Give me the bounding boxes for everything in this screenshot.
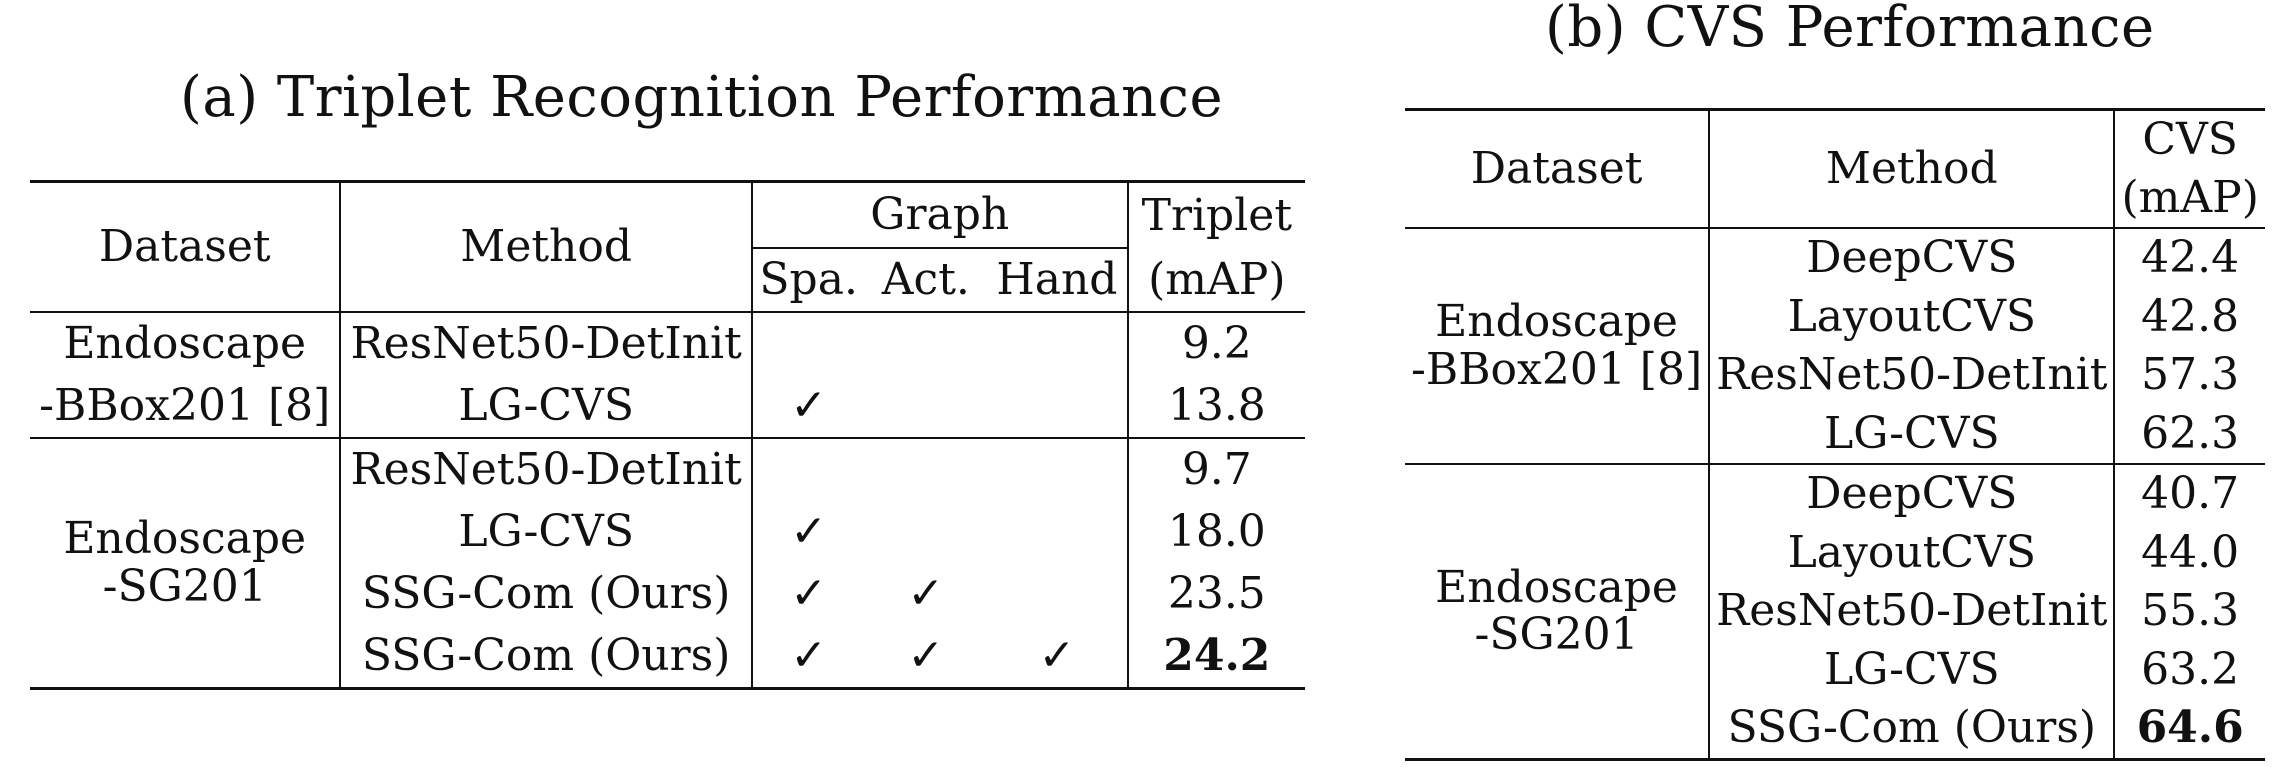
method-cell: LG-CVS: [340, 501, 753, 563]
table-row: LayoutCVS 44.0: [1405, 523, 2265, 582]
header-dataset: Dataset: [1405, 108, 1711, 228]
method-cell: SSG-Com (Ours): [1709, 699, 2116, 761]
table-row: LG-CVS 62.3: [1405, 404, 2265, 464]
table-row: LG-CVS ✓ 18.0: [30, 501, 1305, 563]
hand-check: ✓: [987, 625, 1129, 690]
header-graph: Graph: [751, 180, 1129, 249]
triplet-map-value-best: 24.2: [1127, 625, 1305, 690]
triplet-recognition-table: Dataset Method Graph Triplet Spa. Act. H…: [30, 180, 1305, 690]
act-check: [864, 375, 987, 438]
triplet-map-value: 23.5: [1167, 568, 1266, 619]
header-cvs: CVS: [2114, 108, 2265, 169]
spa-check: ✓: [790, 506, 828, 557]
dataset-name-line2: -SG201: [1474, 609, 1639, 661]
hand-check: [987, 437, 1129, 501]
dataset-cell: Endoscape -BBox201 [8]: [1405, 227, 1711, 464]
table-row: SSG-Com (Ours) 64.6: [1405, 699, 2265, 761]
table-row: ResNet50-DetInit 57.3: [1405, 346, 2265, 405]
table-a-caption: (a) Triplet Recognition Performance: [180, 65, 1224, 130]
spa-check: ✓: [790, 380, 828, 431]
method-cell: LayoutCVS: [1709, 287, 2116, 346]
triplet-map-value: 9.2: [1127, 311, 1305, 375]
act-check: [864, 311, 988, 375]
dataset-name-line1: Endoscape: [1435, 561, 1678, 613]
header-spa: Spa.: [759, 254, 858, 305]
table-row: LayoutCVS 42.8: [1405, 287, 2265, 346]
hand-check: [987, 311, 1129, 375]
table-row: -BBox201 [8] LG-CVS ✓ 13.8: [30, 375, 1305, 438]
cvs-map-value: 44.0: [2141, 526, 2240, 578]
cvs-performance-table: Dataset Method CVS (mAP) Endoscape -BBox…: [1405, 108, 2265, 761]
table-row: ResNet50-DetInit 55.3: [1405, 582, 2265, 641]
table-row: Endoscape -BBox201 [8] DeepCVS 42.4: [1405, 227, 2265, 464]
dataset-name-line2: -BBox201 [8]: [1411, 344, 1703, 395]
dataset-cell: -BBox201 [8]: [30, 375, 342, 438]
act-check: ✓: [864, 625, 988, 690]
table-row: SSG-Com (Ours) ✓ ✓ ✓ 24.2: [30, 625, 1305, 690]
method-cell: SSG-Com (Ours): [340, 563, 753, 625]
header-method: Method: [340, 180, 753, 312]
spa-check: [751, 437, 865, 501]
dataset-cell: Endoscape: [30, 311, 342, 375]
triplet-map-value: 9.7: [1127, 437, 1305, 501]
spa-check: ✓: [790, 568, 828, 619]
cvs-map-value: 62.3: [2141, 407, 2240, 459]
header-act: Act.: [881, 254, 970, 305]
spa-check: [751, 311, 865, 375]
method-cell: LG-CVS: [1709, 640, 2116, 699]
method-cell: ResNet50-DetInit: [1709, 582, 2116, 641]
table-b-caption: (b) CVS Performance: [1545, 0, 2155, 60]
method-cell: SSG-Com (Ours): [340, 625, 753, 690]
dataset-name-line1: Endoscape: [1435, 296, 1678, 348]
dataset-name-line2: -SG201: [102, 561, 267, 612]
triplet-map-value: 18.0: [1167, 506, 1266, 557]
method-cell: LayoutCVS: [1709, 523, 2116, 582]
header-method: Method: [1709, 108, 2116, 228]
act-check: [864, 437, 988, 501]
act-check: [864, 501, 987, 563]
method-cell: DeepCVS: [1709, 227, 2116, 288]
cvs-map-value: 57.3: [2141, 349, 2240, 401]
act-check: ✓: [907, 568, 945, 619]
header-triplet-unit: (mAP): [1148, 253, 1286, 305]
cvs-map-value: 42.8: [2141, 290, 2240, 342]
method-cell: LG-CVS: [340, 375, 753, 438]
method-cell: LG-CVS: [1709, 404, 2116, 464]
triplet-map-value: 13.8: [1167, 380, 1266, 431]
table-row: LG-CVS 63.2: [1405, 640, 2265, 699]
method-cell: ResNet50-DetInit: [340, 437, 753, 501]
spa-check: ✓: [751, 625, 865, 690]
cvs-map-value: 42.4: [2114, 227, 2265, 288]
hand-check: [987, 501, 1129, 563]
dataset-name-line1: Endoscape: [63, 513, 307, 565]
cvs-map-value: 63.2: [2141, 643, 2240, 695]
dataset-cell: Endoscape -SG201: [30, 437, 342, 690]
dataset-cell: Endoscape -SG201: [1405, 463, 1711, 761]
method-cell: ResNet50-DetInit: [1709, 346, 2116, 405]
table-row: Endoscape ResNet50-DetInit 9.2: [30, 311, 1305, 375]
header-cvs-unit: (mAP): [2121, 172, 2259, 223]
header-dataset: Dataset: [30, 180, 342, 312]
cvs-map-value-best: 64.6: [2114, 699, 2265, 761]
header-triplet: Triplet: [1127, 180, 1305, 248]
table-row: SSG-Com (Ours) ✓ ✓ 23.5: [30, 563, 1305, 625]
table-row: Endoscape -SG201 ResNet50-DetInit 9.7: [30, 437, 1305, 690]
hand-check: [987, 375, 1129, 438]
hand-check: [987, 563, 1129, 625]
cvs-map-value: 40.7: [2114, 463, 2265, 524]
cvs-map-value: 55.3: [2141, 585, 2240, 637]
method-cell: ResNet50-DetInit: [340, 311, 753, 375]
table-row: Endoscape -SG201 DeepCVS 40.7: [1405, 463, 2265, 761]
method-cell: DeepCVS: [1709, 463, 2116, 524]
header-hand: Hand: [987, 248, 1129, 312]
